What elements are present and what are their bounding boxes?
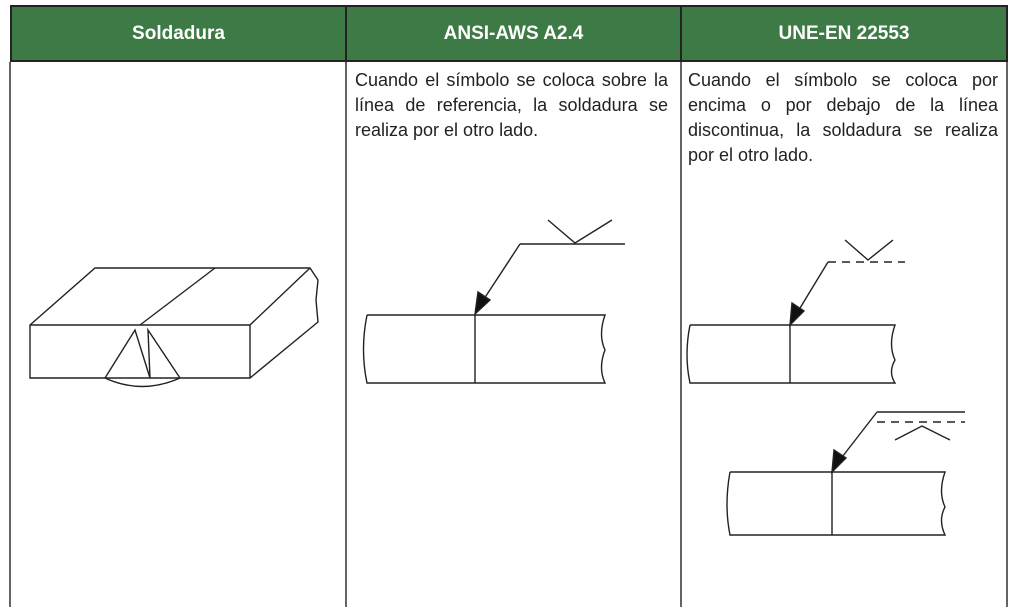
cell-text: Cuando el símbolo se coloca por encima o… bbox=[688, 70, 998, 165]
header-cell: ANSI-AWS A2.4 bbox=[345, 5, 682, 62]
header-cell: Soldadura bbox=[10, 5, 347, 62]
une-diagram bbox=[686, 239, 965, 536]
cell-text: Cuando el símbolo se coloca sobre la lín… bbox=[355, 70, 668, 140]
header-cell: UNE-EN 22553 bbox=[680, 5, 1008, 62]
ansi-diagram bbox=[362, 219, 625, 384]
weld-block bbox=[29, 267, 319, 388]
